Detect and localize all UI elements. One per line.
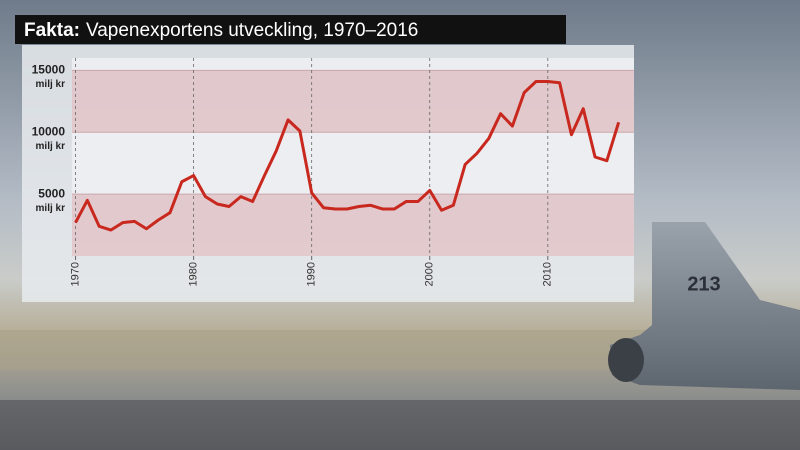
x-tick-label: 1970 [69, 262, 81, 286]
y-unit-label: milj kr [36, 79, 66, 90]
y-tick-label: 5000 [38, 186, 65, 200]
band [72, 58, 634, 71]
title-label: Fakta: [24, 20, 80, 41]
jet: 213 [608, 222, 800, 390]
x-tick-label: 1980 [188, 262, 200, 286]
y-tick-label: 15000 [32, 63, 66, 77]
x-tick-label: 2000 [424, 262, 436, 286]
runway [0, 400, 800, 450]
y-unit-label: milj kr [36, 141, 66, 152]
x-tick-label: 1990 [306, 262, 318, 286]
y-unit-label: milj kr [36, 203, 66, 214]
plot-area: 5000 milj kr 10000 milj kr 15000 milj kr 1970 1… [32, 58, 634, 286]
title-text: Vapenexportens utveckling, 1970–2016 [86, 20, 418, 41]
title-bar [15, 15, 566, 44]
band [72, 70, 634, 133]
band [72, 132, 634, 195]
data-line [74, 80, 621, 232]
y-tick-label: 10000 [32, 124, 66, 138]
x-tick-label: 2010 [542, 262, 554, 286]
band [72, 194, 634, 256]
svg-text:213: 213 [687, 273, 720, 295]
chart-title: Fakta: Vapenexportens utveckling, 1970–20… [24, 20, 418, 41]
